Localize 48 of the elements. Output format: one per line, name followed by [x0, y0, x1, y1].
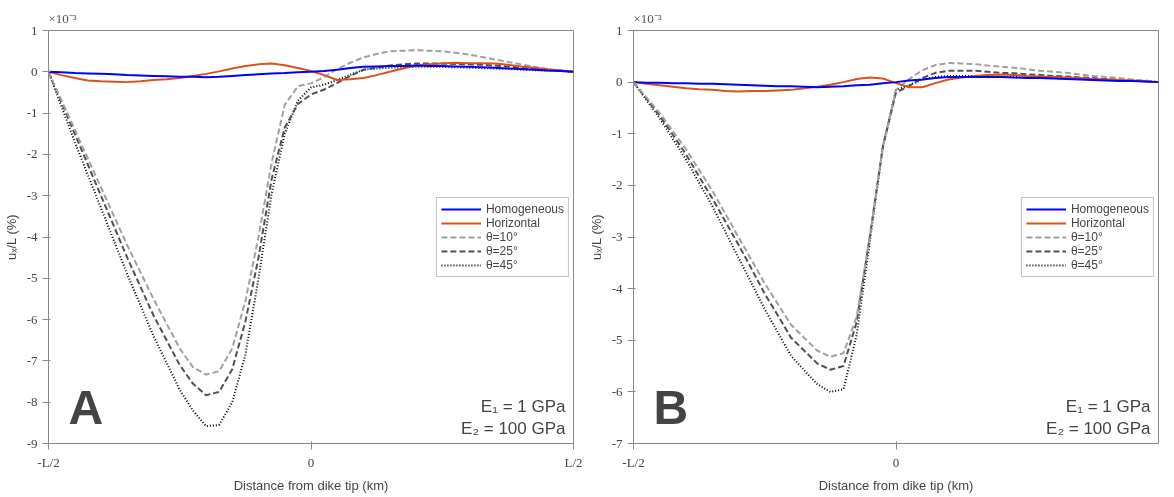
y-tick-label: -3 [26, 187, 38, 203]
legend-label: Horizontal [485, 215, 540, 230]
y-tick-label: -7 [26, 352, 38, 368]
legend-label: θ=45° [1070, 257, 1103, 272]
y-tick-label: -3 [611, 229, 623, 244]
x-tick-label: 0 [892, 454, 900, 470]
y-tick-label: 0 [616, 74, 623, 90]
y-tick-label: 0 [31, 63, 38, 79]
x-tick-label: -L/2 [37, 454, 60, 470]
y-tick-label: -4 [26, 229, 38, 244]
y-tick-label: -2 [26, 146, 38, 162]
legend-label: Homogeneous [485, 201, 564, 216]
line-series [48, 64, 574, 79]
y-tick-label: -5 [611, 332, 623, 348]
annotation: E₁ = 1 GPa [1065, 396, 1152, 416]
legend-label: θ=25° [1070, 243, 1103, 258]
annotation: B [653, 380, 689, 434]
legend-label: Homogeneous [1070, 201, 1149, 216]
x-tick-label: 0 [307, 454, 315, 470]
y-tick-label: -8 [26, 394, 38, 410]
y-tick-label: -7 [611, 435, 623, 451]
text: ×10⁻³ [48, 10, 77, 26]
x-tick-label: -L/2 [622, 454, 645, 470]
legend-label: θ=25° [485, 243, 518, 258]
y-tick-label: 1 [616, 22, 623, 38]
annotation: E₂ = 100 GPa [1046, 418, 1152, 438]
x-axis-title: Distance from dike tip (km) [818, 477, 974, 493]
legend-label: θ=10° [1070, 229, 1103, 244]
legend-label: θ=10° [485, 229, 518, 244]
annotation: E₁ = 1 GPa [480, 396, 567, 416]
y-tick-label: -4 [611, 280, 623, 296]
y-tick-label: -6 [26, 311, 38, 327]
x-axis-title: Distance from dike tip (km) [233, 477, 389, 493]
annotation: E₂ = 100 GPa [461, 418, 567, 438]
y-tick-label: -9 [26, 435, 38, 451]
legend-label: θ=45° [485, 257, 518, 272]
y-axis-title: uₓ/L (%) [3, 214, 19, 261]
x-tick-label: L/2 [564, 454, 583, 470]
y-tick-label: -6 [611, 383, 623, 399]
y-axis-title: uₓ/L (%) [588, 214, 604, 261]
y-tick-label: -1 [611, 125, 623, 141]
y-tick-label: -1 [26, 105, 38, 121]
annotation: A [68, 380, 104, 434]
legend-label: Horizontal [1070, 215, 1125, 230]
y-tick-label: 1 [31, 22, 38, 38]
text: ×10⁻³ [633, 10, 662, 26]
y-tick-label: -2 [611, 177, 623, 193]
y-tick-label: -5 [26, 270, 38, 286]
